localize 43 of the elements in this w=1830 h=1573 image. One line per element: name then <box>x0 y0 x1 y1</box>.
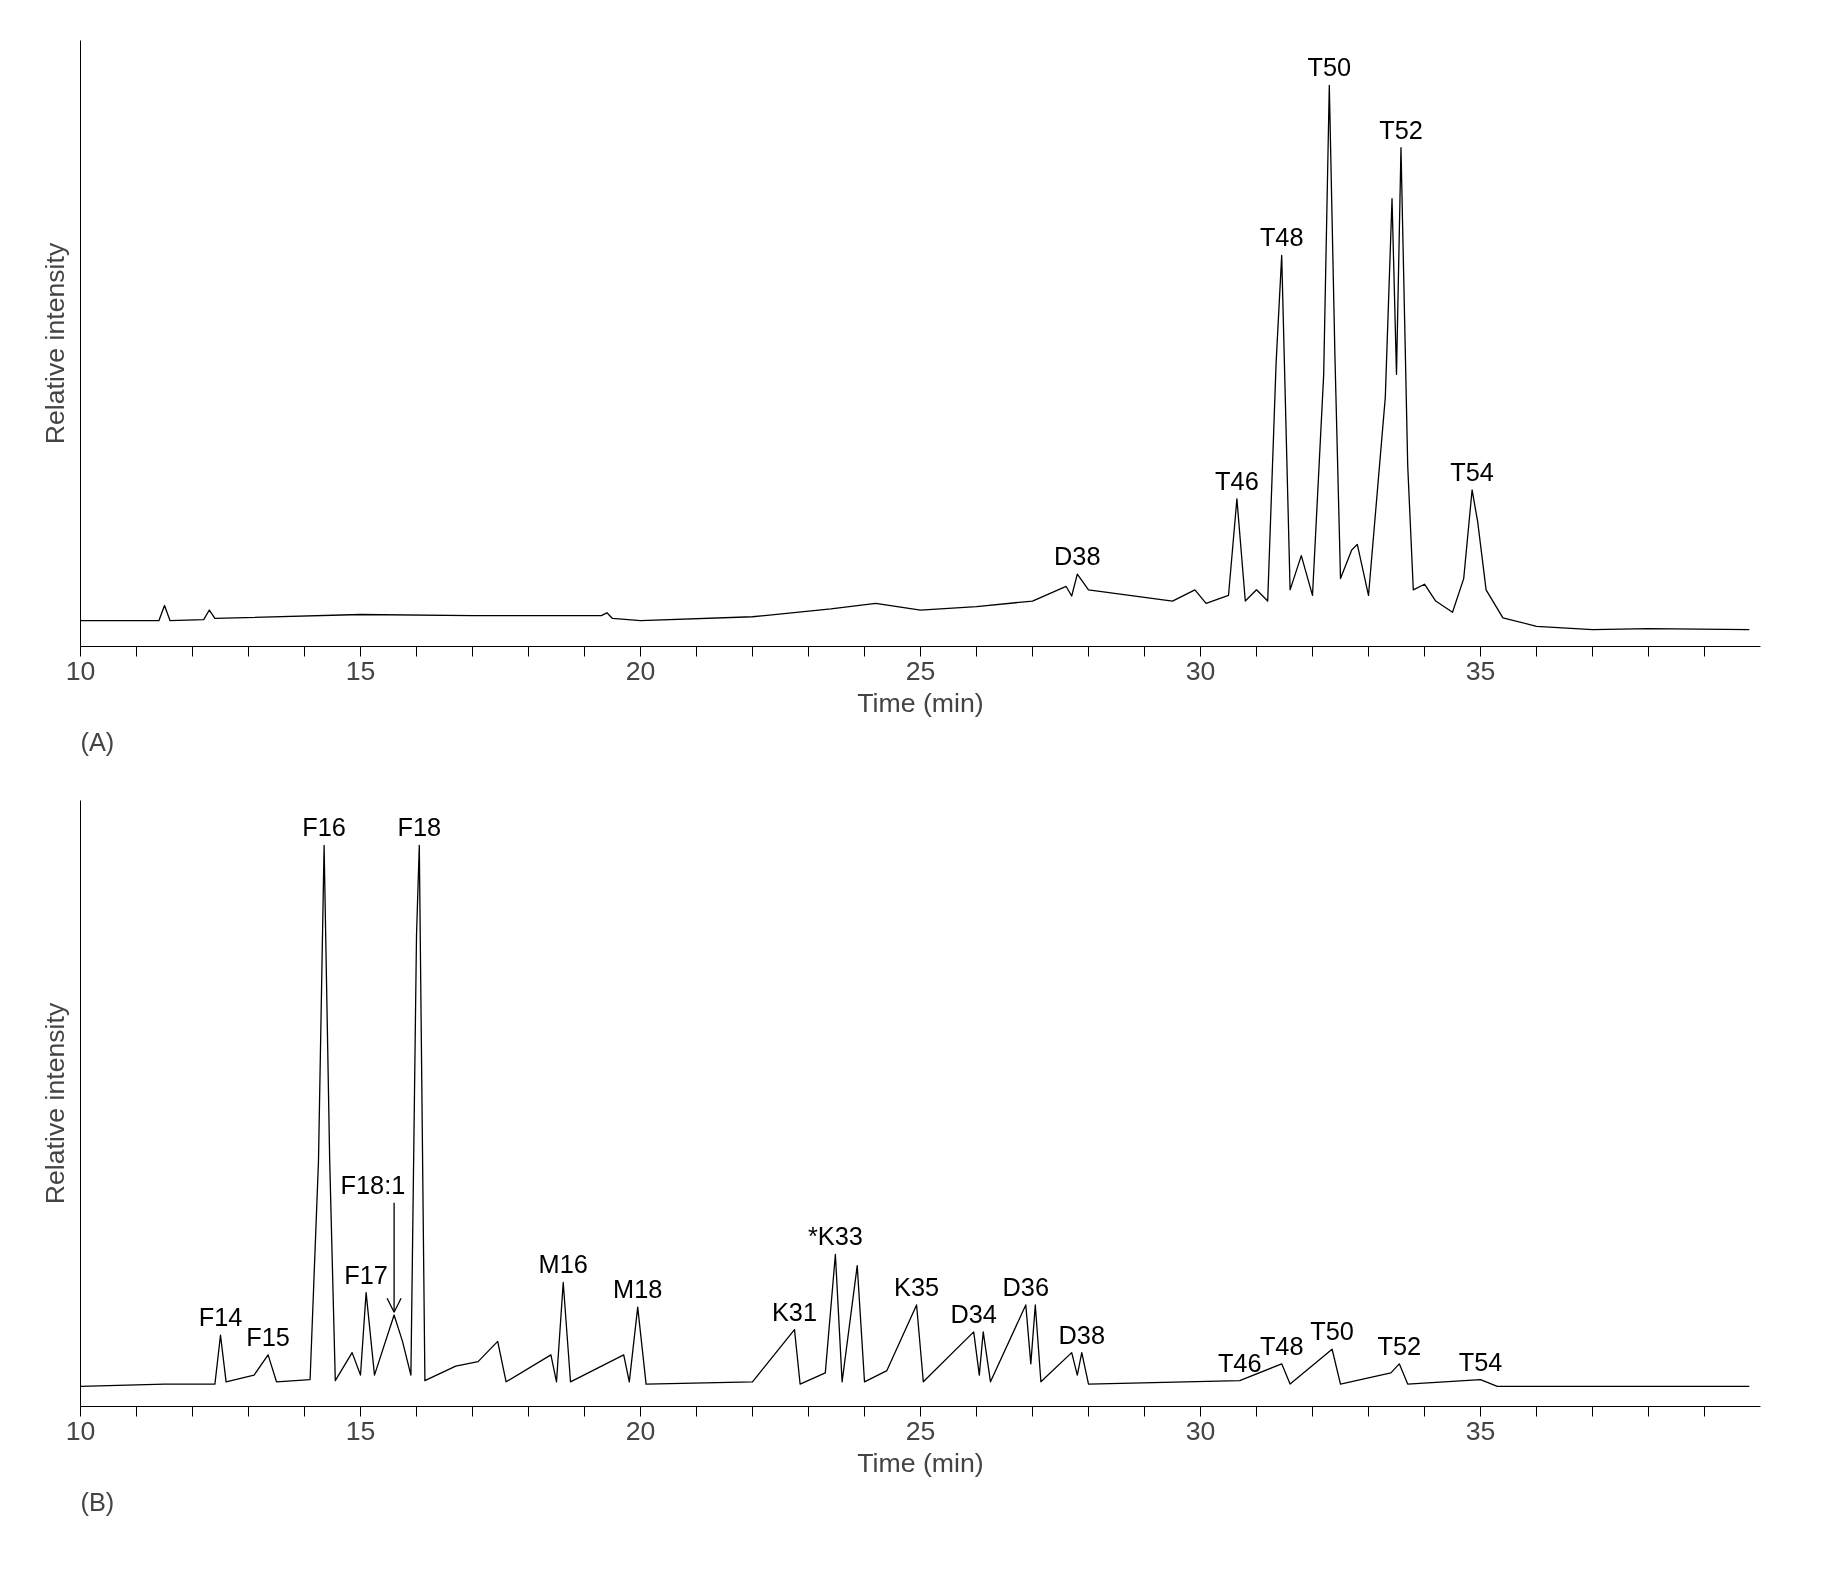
annotation: F14 <box>198 1303 243 1332</box>
x-tick-label: 35 <box>1465 655 1496 686</box>
annotation: T52 <box>1377 1331 1422 1360</box>
annotation: F18 <box>397 813 442 842</box>
annotation: T46 <box>1215 466 1259 495</box>
x-tick-label: 10 <box>65 655 96 686</box>
annotation: T50 <box>1310 1317 1354 1346</box>
annotation: D38 <box>1058 1320 1106 1349</box>
x-tick-label: 30 <box>1185 655 1216 686</box>
x-tick-label: 20 <box>625 655 656 686</box>
x-tick-label: 10 <box>65 1415 96 1446</box>
annotation: T46 <box>1217 1348 1262 1377</box>
annotation: K31 <box>771 1297 818 1326</box>
annotation: T48 <box>1259 223 1304 252</box>
x-axis-title: Time (min) <box>857 1447 984 1478</box>
x-tick-label: 25 <box>905 655 936 686</box>
annotation: M18 <box>613 1275 663 1304</box>
x-axis-title: Time (min) <box>857 687 984 718</box>
annotation: T48 <box>1259 1331 1304 1360</box>
annotation: T54 <box>1458 1347 1503 1376</box>
text: (B) <box>80 1487 115 1516</box>
annotation: D34 <box>950 1299 997 1328</box>
annotation: D38 <box>1054 542 1101 571</box>
annotation: F17 <box>344 1260 388 1289</box>
y-axis-title: Relative intensity <box>39 242 70 445</box>
x-tick-label: 15 <box>345 1415 376 1446</box>
x-tick-label: 35 <box>1465 1415 1496 1446</box>
x-tick-label: 15 <box>345 655 376 686</box>
x-tick-label: 20 <box>625 1415 656 1446</box>
x-tick-label: 30 <box>1185 1415 1216 1446</box>
annotation: T54 <box>1450 457 1494 486</box>
annotation: T52 <box>1379 115 1423 144</box>
text: (A) <box>80 727 115 756</box>
x-tick-label: 25 <box>905 1415 936 1446</box>
annotation: T50 <box>1307 53 1352 82</box>
annotation: F15 <box>246 1322 290 1351</box>
annotation: D36 <box>1002 1272 1050 1301</box>
annotation: *K33 <box>807 1222 863 1251</box>
annotation: K35 <box>894 1272 940 1301</box>
annotation: F16 <box>302 813 346 842</box>
annotation: F18:1 <box>340 1170 406 1199</box>
annotation: M16 <box>538 1250 588 1279</box>
y-axis-title: Relative intensity <box>39 1002 70 1205</box>
